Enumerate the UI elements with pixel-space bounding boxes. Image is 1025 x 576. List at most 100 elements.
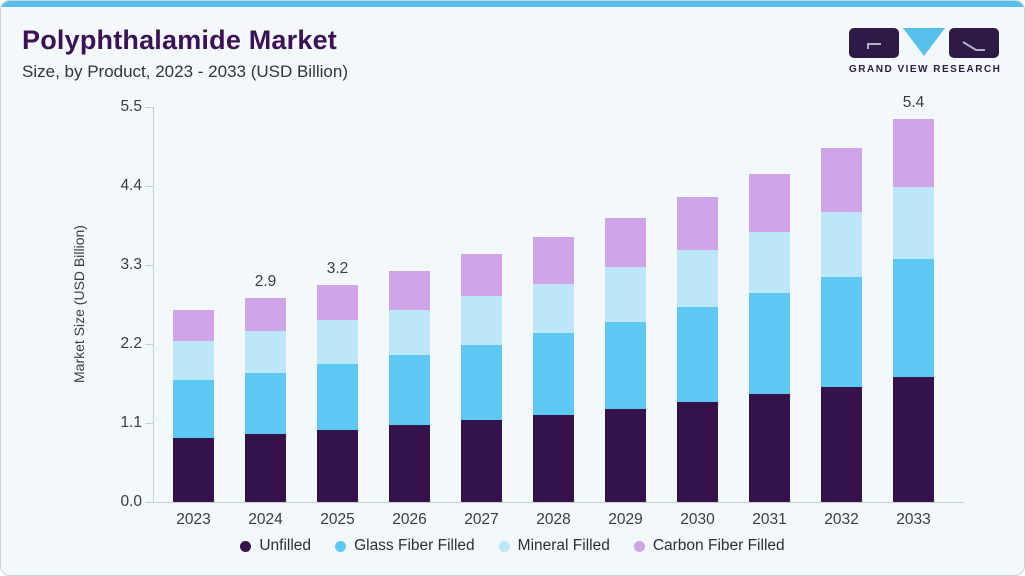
x-axis-label: 2023 (176, 511, 211, 528)
bar-2024 (245, 298, 286, 502)
bar-segment-unfilled (533, 415, 574, 502)
bar-segment-glass-fiber-filled (893, 259, 934, 378)
bar-segment-carbon-fiber-filled (677, 196, 718, 250)
logo-g-block-icon (849, 28, 899, 58)
bar-2029 (605, 218, 646, 502)
bar-segment-glass-fiber-filled (389, 354, 430, 426)
legend-dot-icon (240, 540, 252, 552)
x-axis-label: 2029 (608, 511, 643, 528)
bar-segment-glass-fiber-filled (245, 372, 286, 434)
bar-segment-unfilled (821, 387, 862, 502)
bar-segment-mineral-filled (749, 232, 790, 294)
bar-segment-unfilled (173, 438, 214, 502)
y-tick-label: 5.5 (120, 98, 142, 115)
chart-header: Polyphthalamide Market Size, by Product,… (22, 25, 348, 82)
bar-segment-carbon-fiber-filled (893, 119, 934, 188)
page-subtitle: Size, by Product, 2023 - 2033 (USD Billi… (22, 62, 348, 81)
legend-dot-icon (633, 540, 645, 552)
bar-segment-glass-fiber-filled (605, 321, 646, 409)
x-axis-label: 2031 (752, 511, 787, 528)
y-tick-mark (145, 265, 154, 266)
legend-label: Glass Fiber Filled (354, 537, 475, 554)
logo-triangle-icon (903, 28, 945, 56)
y-tick-mark (145, 344, 154, 345)
x-axis-label: 2026 (392, 511, 427, 528)
bar-2026 (389, 270, 430, 502)
y-tick-mark (145, 107, 154, 108)
bar-segment-glass-fiber-filled (317, 364, 358, 431)
bar-2032 (821, 147, 862, 502)
bar-2033 (893, 119, 934, 502)
bar-segment-mineral-filled (173, 341, 214, 380)
bar-segment-glass-fiber-filled (533, 333, 574, 416)
bar-segment-unfilled (677, 402, 718, 502)
x-axis-label: 2033 (896, 511, 931, 528)
bar-segment-mineral-filled (245, 331, 286, 373)
y-tick-mark (145, 423, 154, 424)
legend-item-glass-fiber-filled: Glass Fiber Filled (335, 537, 475, 555)
bar-segment-glass-fiber-filled (461, 344, 502, 421)
legend-item-unfilled: Unfilled (240, 537, 311, 555)
bar-2031 (749, 173, 790, 502)
y-tick-label: 4.4 (120, 177, 142, 194)
page-title: Polyphthalamide Market (22, 25, 337, 55)
y-tick-label: 2.2 (120, 335, 142, 352)
bar-2030 (677, 196, 718, 502)
bar-segment-carbon-fiber-filled (461, 253, 502, 296)
legend-item-mineral-filled: Mineral Filled (498, 537, 610, 555)
legend: Unfilled Glass Fiber Filled Mineral Filled… (1, 537, 1024, 555)
y-tick-label: 0.0 (120, 493, 142, 510)
bar-segment-mineral-filled (461, 295, 502, 345)
bar-segment-unfilled (389, 425, 430, 502)
y-tick-label: 1.1 (120, 414, 142, 431)
bar-segment-glass-fiber-filled (677, 307, 718, 403)
y-tick-mark (145, 502, 154, 503)
bar-segment-carbon-fiber-filled (173, 309, 214, 342)
brand-logo: GRAND VIEW RESEARCH (849, 28, 1002, 75)
x-axis-label: 2028 (536, 511, 571, 528)
bar-total-label: 5.4 (902, 94, 925, 112)
bar-segment-carbon-fiber-filled (317, 285, 358, 320)
bar-segment-carbon-fiber-filled (245, 298, 286, 332)
x-axis-label: 2024 (248, 511, 283, 528)
bar-segment-mineral-filled (893, 187, 934, 260)
bar-segment-mineral-filled (389, 309, 430, 355)
bar-segment-carbon-fiber-filled (533, 237, 574, 284)
bar-segment-glass-fiber-filled (749, 293, 790, 395)
legend-label: Carbon Fiber Filled (652, 537, 785, 554)
y-tick-mark (145, 186, 154, 187)
bar-2025 (317, 285, 358, 502)
bar-segment-unfilled (245, 433, 286, 502)
bar-2023 (173, 309, 214, 502)
plot-area: 0.0 1.1 2.2 3.3 4.4 5.5 2023 2024 2.9 2025 3.2 2026… (120, 94, 964, 528)
bar-segment-carbon-fiber-filled (605, 218, 646, 268)
bar-segment-unfilled (749, 394, 790, 502)
bar-2028 (533, 237, 574, 502)
bar-segment-carbon-fiber-filled (749, 173, 790, 232)
legend-label: Unfilled (259, 537, 312, 554)
bar-segment-unfilled (605, 408, 646, 502)
bar-total-label: 2.9 (254, 273, 277, 291)
y-axis-title: Market Size (USD Billion) (71, 225, 87, 384)
bar-segment-unfilled (893, 377, 934, 502)
legend-item-carbon-fiber-filled: Carbon Fiber Filled (633, 537, 785, 555)
x-axis-label: 2030 (680, 511, 715, 528)
brand-name: GRAND VIEW RESEARCH (849, 64, 1002, 75)
bar-2027 (461, 253, 502, 502)
bar-segment-carbon-fiber-filled (821, 147, 862, 212)
x-axis-label: 2032 (824, 511, 859, 528)
logo-r-block-icon (949, 28, 999, 58)
logo-r-glyph-icon (962, 41, 985, 51)
bar-segment-glass-fiber-filled (821, 276, 862, 388)
bar-segment-mineral-filled (605, 267, 646, 322)
bar-segment-carbon-fiber-filled (389, 270, 430, 310)
top-accent-bar (1, 1, 1024, 7)
bar-segment-unfilled (317, 430, 358, 502)
bar-segment-unfilled (461, 420, 502, 502)
bar-segment-mineral-filled (533, 283, 574, 334)
legend-dot-icon (498, 540, 510, 552)
logo-g-glyph-icon (867, 43, 881, 49)
legend-label: Mineral Filled (517, 537, 610, 554)
bar-total-label: 3.2 (326, 260, 349, 278)
